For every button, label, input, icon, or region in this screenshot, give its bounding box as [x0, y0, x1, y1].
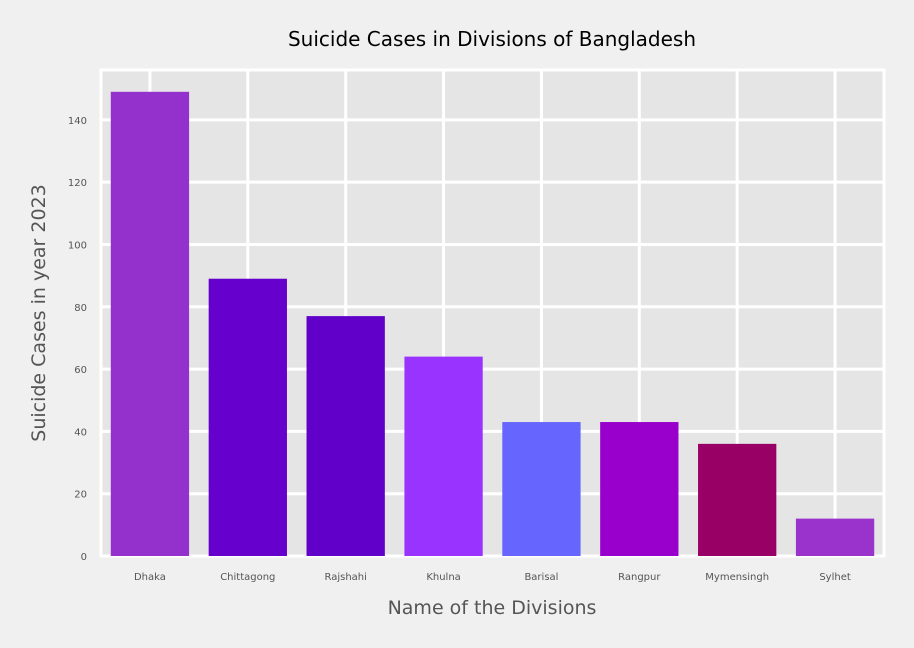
x-tick-labels: Dhaka Chittagong Rajshahi Khulna Barisal Rang…	[134, 572, 851, 583]
x-tick-label: Rajshahi	[324, 572, 366, 583]
x-tick-label: Dhaka	[134, 572, 166, 583]
x-tick-label: Barisal	[524, 572, 558, 583]
x-tick-label: Khulna	[426, 572, 460, 583]
x-tick-label: Sylhet	[819, 572, 851, 583]
y-tick-label: 60	[74, 365, 87, 376]
bar-barisal	[502, 422, 581, 556]
bar-dhaka	[110, 91, 190, 557]
bar-rangpur	[600, 422, 679, 556]
y-tick-label: 40	[74, 427, 87, 438]
y-tick-label: 80	[74, 303, 87, 314]
bar-khulna	[404, 356, 483, 556]
y-tick-label: 120	[68, 178, 87, 189]
y-tick-label: 100	[68, 240, 87, 251]
y-tick-label: 20	[74, 490, 87, 501]
chart-title: Suicide Cases in Divisions of Bangladesh	[288, 27, 696, 51]
bar-chittagong	[208, 278, 287, 556]
x-tick-label: Mymensingh	[705, 572, 769, 583]
x-tick-label: Rangpur	[618, 572, 661, 583]
x-axis-label: Name of the Divisions	[388, 597, 597, 619]
bar-rajshahi	[306, 316, 385, 556]
plot-border	[99, 68, 886, 558]
bar-sylhet	[795, 518, 875, 556]
y-tick-labels: 0 20 40 60 80 100 120 140	[68, 116, 87, 563]
y-axis-label: Suicide Cases in year 2023	[28, 184, 50, 441]
x-tick-label: Chittagong	[220, 572, 275, 583]
y-tick-label: 140	[68, 116, 87, 127]
bars	[110, 91, 875, 557]
y-tick-label: 0	[81, 552, 87, 563]
bar-mymensingh	[698, 443, 777, 556]
